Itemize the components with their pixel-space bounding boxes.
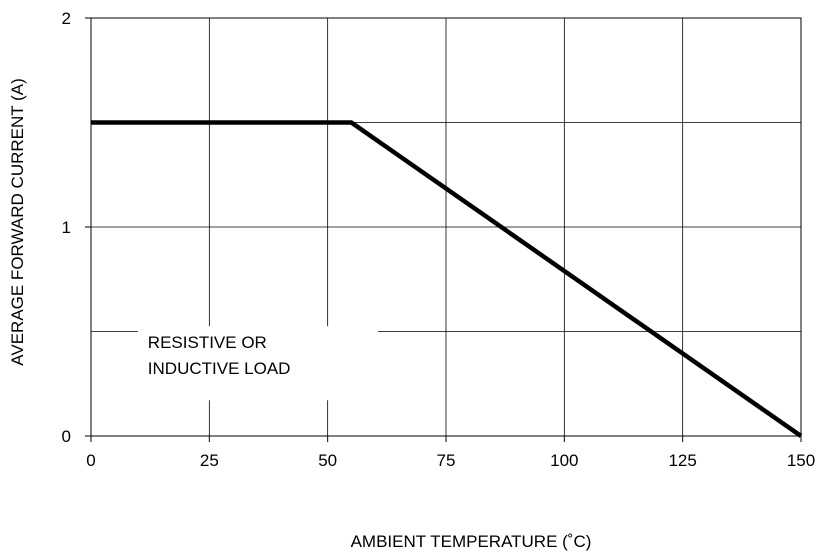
series-layer — [91, 120, 803, 438]
y-tick-label: 0 — [62, 427, 71, 446]
annotation-background — [137, 326, 378, 401]
y-tick-label: 2 — [62, 9, 71, 28]
axis-labels-layer: AMBIENT TEMPERATURE (˚C) AVERAGE FORWARD… — [8, 78, 591, 551]
annotation-text-line: INDUCTIVE LOAD — [148, 359, 291, 378]
x-tick-label: 125 — [668, 451, 696, 470]
annotation-text-line: RESISTIVE OR — [148, 333, 267, 352]
x-tick-label: 75 — [437, 451, 456, 470]
tick-layer: 0 25 50 75 100 125 150 0 1 2 — [62, 9, 816, 470]
y-tick-label: 1 — [62, 218, 71, 237]
series-line-derating — [91, 120, 803, 438]
x-tick-label: 50 — [318, 451, 337, 470]
annotation-layer: RESISTIVE OR INDUCTIVE LOAD — [137, 326, 378, 401]
x-tick-label: 150 — [787, 451, 815, 470]
x-tick-label: 25 — [200, 451, 219, 470]
x-tick-label: 100 — [550, 451, 578, 470]
y-axis-label: AVERAGE FORWARD CURRENT (A) — [8, 78, 27, 365]
x-tick-label: 0 — [86, 451, 95, 470]
x-axis-label: AMBIENT TEMPERATURE (˚C) — [351, 532, 592, 551]
